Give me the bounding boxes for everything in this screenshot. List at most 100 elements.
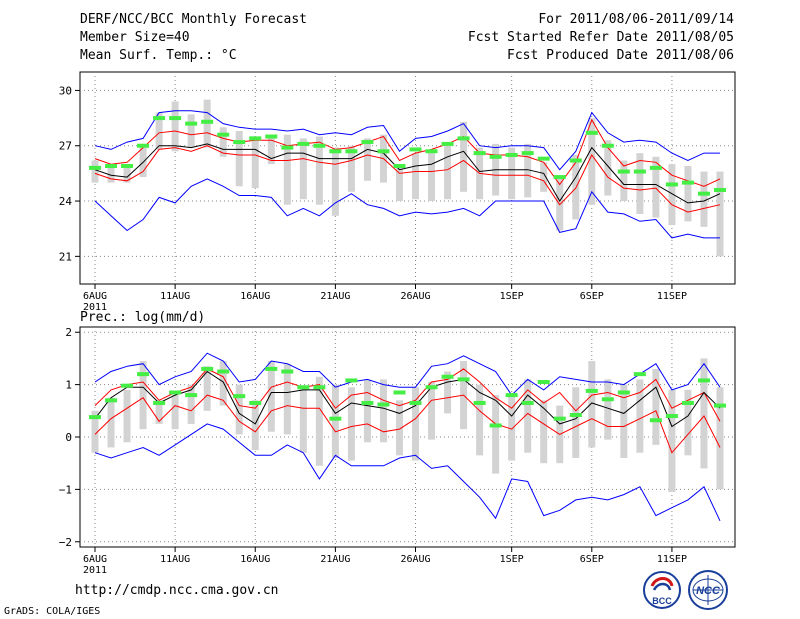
panel-0-spread-bar xyxy=(251,136,259,189)
panel-1-upper-line xyxy=(94,368,721,422)
panel-1-ytick-label: 0 xyxy=(65,431,72,444)
panel-0-spread-bar xyxy=(347,145,355,192)
panel-0-forecast-marker xyxy=(393,164,406,169)
panel-0-forecast-marker xyxy=(681,180,694,185)
panel-1-forecast-marker xyxy=(329,416,342,421)
panel-0-spread-bar xyxy=(123,164,131,183)
panel-0-forecast-marker xyxy=(361,140,374,145)
panel-0-xtick-label: 6AUG xyxy=(83,291,107,302)
forecast-produced-date: Fcst Produced Date 2011/08/06 xyxy=(507,48,734,63)
panel-1-spread-bar xyxy=(412,387,420,461)
panel-1-spread-bar xyxy=(283,363,291,435)
panel-0-spread-bar xyxy=(363,138,371,181)
panel-1-ytick-label: −1 xyxy=(59,483,72,496)
panel-0-forecast-marker xyxy=(89,165,101,170)
panel-1-min-line xyxy=(94,423,721,522)
footer-url[interactable]: http://cmdp.ncc.cma.gov.cn xyxy=(75,583,279,598)
panel-0-spread-bar xyxy=(716,171,724,257)
panel-0-spread-bar xyxy=(315,136,323,205)
panel-0-forecast-marker xyxy=(185,121,198,126)
panel-1-spread-bar xyxy=(620,384,628,458)
panel-0-forecast-marker xyxy=(585,130,598,135)
forecast-period: For 2011/08/06-2011/09/14 xyxy=(538,12,734,27)
panel-1-forecast-marker xyxy=(441,374,454,379)
panel-1-spread-bar xyxy=(395,400,403,456)
panel-1-spread-bar xyxy=(636,379,644,453)
panel-0-forecast-marker xyxy=(153,116,166,121)
panel-1-forecast-marker xyxy=(505,393,518,398)
forecast-started-date: Fcst Started Refer Date 2011/08/05 xyxy=(467,30,734,45)
panel-1-xtick-label: 11SEP xyxy=(657,554,687,565)
panel-1-spread-bar xyxy=(588,361,596,448)
panel-0-forecast-marker xyxy=(457,136,470,141)
bcc-logo-icon: BCC xyxy=(643,571,681,609)
panel-1-spread-bar xyxy=(107,397,115,448)
panel-1-forecast-marker xyxy=(265,366,278,371)
panel-0-xtick-label: 1SEP xyxy=(500,291,524,302)
panel-1-forecast-marker xyxy=(521,400,534,405)
panel-0-spread-bar xyxy=(652,156,660,218)
panel-1-forecast-marker xyxy=(185,393,198,398)
panel-1-spread-bar xyxy=(315,376,323,466)
panel-0-forecast-marker xyxy=(281,145,294,150)
panel-0-forecast-marker xyxy=(217,132,230,137)
panel-1-forecast-marker xyxy=(714,403,726,408)
panel-1-lower-line xyxy=(94,394,721,454)
panel-1-spread-bar xyxy=(251,400,259,451)
panel-0-min-line xyxy=(94,178,720,239)
panel-0-spread-bar xyxy=(556,177,564,231)
panel-0-spread-bar xyxy=(395,166,403,202)
panel-1-spread-bar xyxy=(716,387,724,490)
panel-0-forecast-marker xyxy=(601,143,614,148)
panel-1-xtick-label: 6SEP xyxy=(580,554,604,565)
panel-0-forecast-marker xyxy=(665,182,678,187)
panel-1-spread-bar xyxy=(444,371,452,414)
panel-1-spread-bar xyxy=(524,379,532,453)
panel-1-spread-bar xyxy=(331,384,339,458)
panel-0-spread-bar xyxy=(107,164,115,183)
panel-0-forecast-marker xyxy=(553,175,566,180)
panel-1-spread-bar xyxy=(219,361,227,406)
panel-0-xtick-label: 21AUG xyxy=(320,291,350,302)
panel-1-forecast-marker xyxy=(361,400,374,405)
panel-1-spread-bar xyxy=(604,379,612,440)
panel-0-spread-bar xyxy=(412,153,420,200)
panel-0-xtick-label: 6SEP xyxy=(580,291,604,302)
panel-1-spread-bar xyxy=(668,389,676,492)
panel-0-forecast-marker xyxy=(169,116,182,121)
panel-1-spread-bar xyxy=(428,382,436,440)
panel-1-forecast-marker xyxy=(105,398,118,403)
panel-0-spread-bar xyxy=(604,140,612,196)
precip-panel-title: Prec.: log(mm/d) xyxy=(80,310,206,325)
panel-1-forecast-marker xyxy=(569,413,582,417)
panel-0-forecast-marker xyxy=(569,158,582,163)
panel-0-max-line xyxy=(94,110,720,171)
panel-0-forecast-marker xyxy=(105,164,118,169)
panel-0-xtick-sublabel: 2011 xyxy=(83,302,107,313)
panel-0-frame xyxy=(79,71,736,285)
panel-1-spread-bar xyxy=(171,395,179,430)
panel-1-spread-bar xyxy=(299,387,307,453)
grads-credit: GrADS: COLA/IGES xyxy=(4,606,101,617)
panel-1-forecast-marker xyxy=(425,385,438,390)
panel-1-xtick-label: 11AUG xyxy=(160,554,190,565)
panel-1-spread-bar xyxy=(700,358,708,469)
panel-0-spread-bar xyxy=(444,142,452,200)
panel-0-spread-bar xyxy=(299,138,307,200)
ncc-logo-text: NCC xyxy=(696,585,721,597)
panel-0-lower-line xyxy=(94,145,721,213)
panel-0-spread-bar xyxy=(620,160,628,202)
panel-1-ytick-label: −2 xyxy=(59,536,72,549)
panel-0-forecast-marker xyxy=(505,152,518,157)
panel-1-xtick-label: 21AUG xyxy=(320,554,350,565)
panel-1-forecast-marker xyxy=(201,366,214,371)
panel-1-forecast-marker xyxy=(665,414,678,419)
member-size: Member Size=40 xyxy=(80,30,190,45)
panel-0-forecast-marker xyxy=(617,169,630,174)
panel-1-xtick-sublabel: 2011 xyxy=(83,565,107,576)
panel-1-forecast-marker xyxy=(297,385,310,390)
panel-0-forecast-marker xyxy=(249,136,262,141)
variable-label: Mean Surf. Temp.: °C xyxy=(80,48,237,63)
panel-0-forecast-marker xyxy=(201,119,214,124)
panel-1-spread-bar xyxy=(492,395,500,474)
